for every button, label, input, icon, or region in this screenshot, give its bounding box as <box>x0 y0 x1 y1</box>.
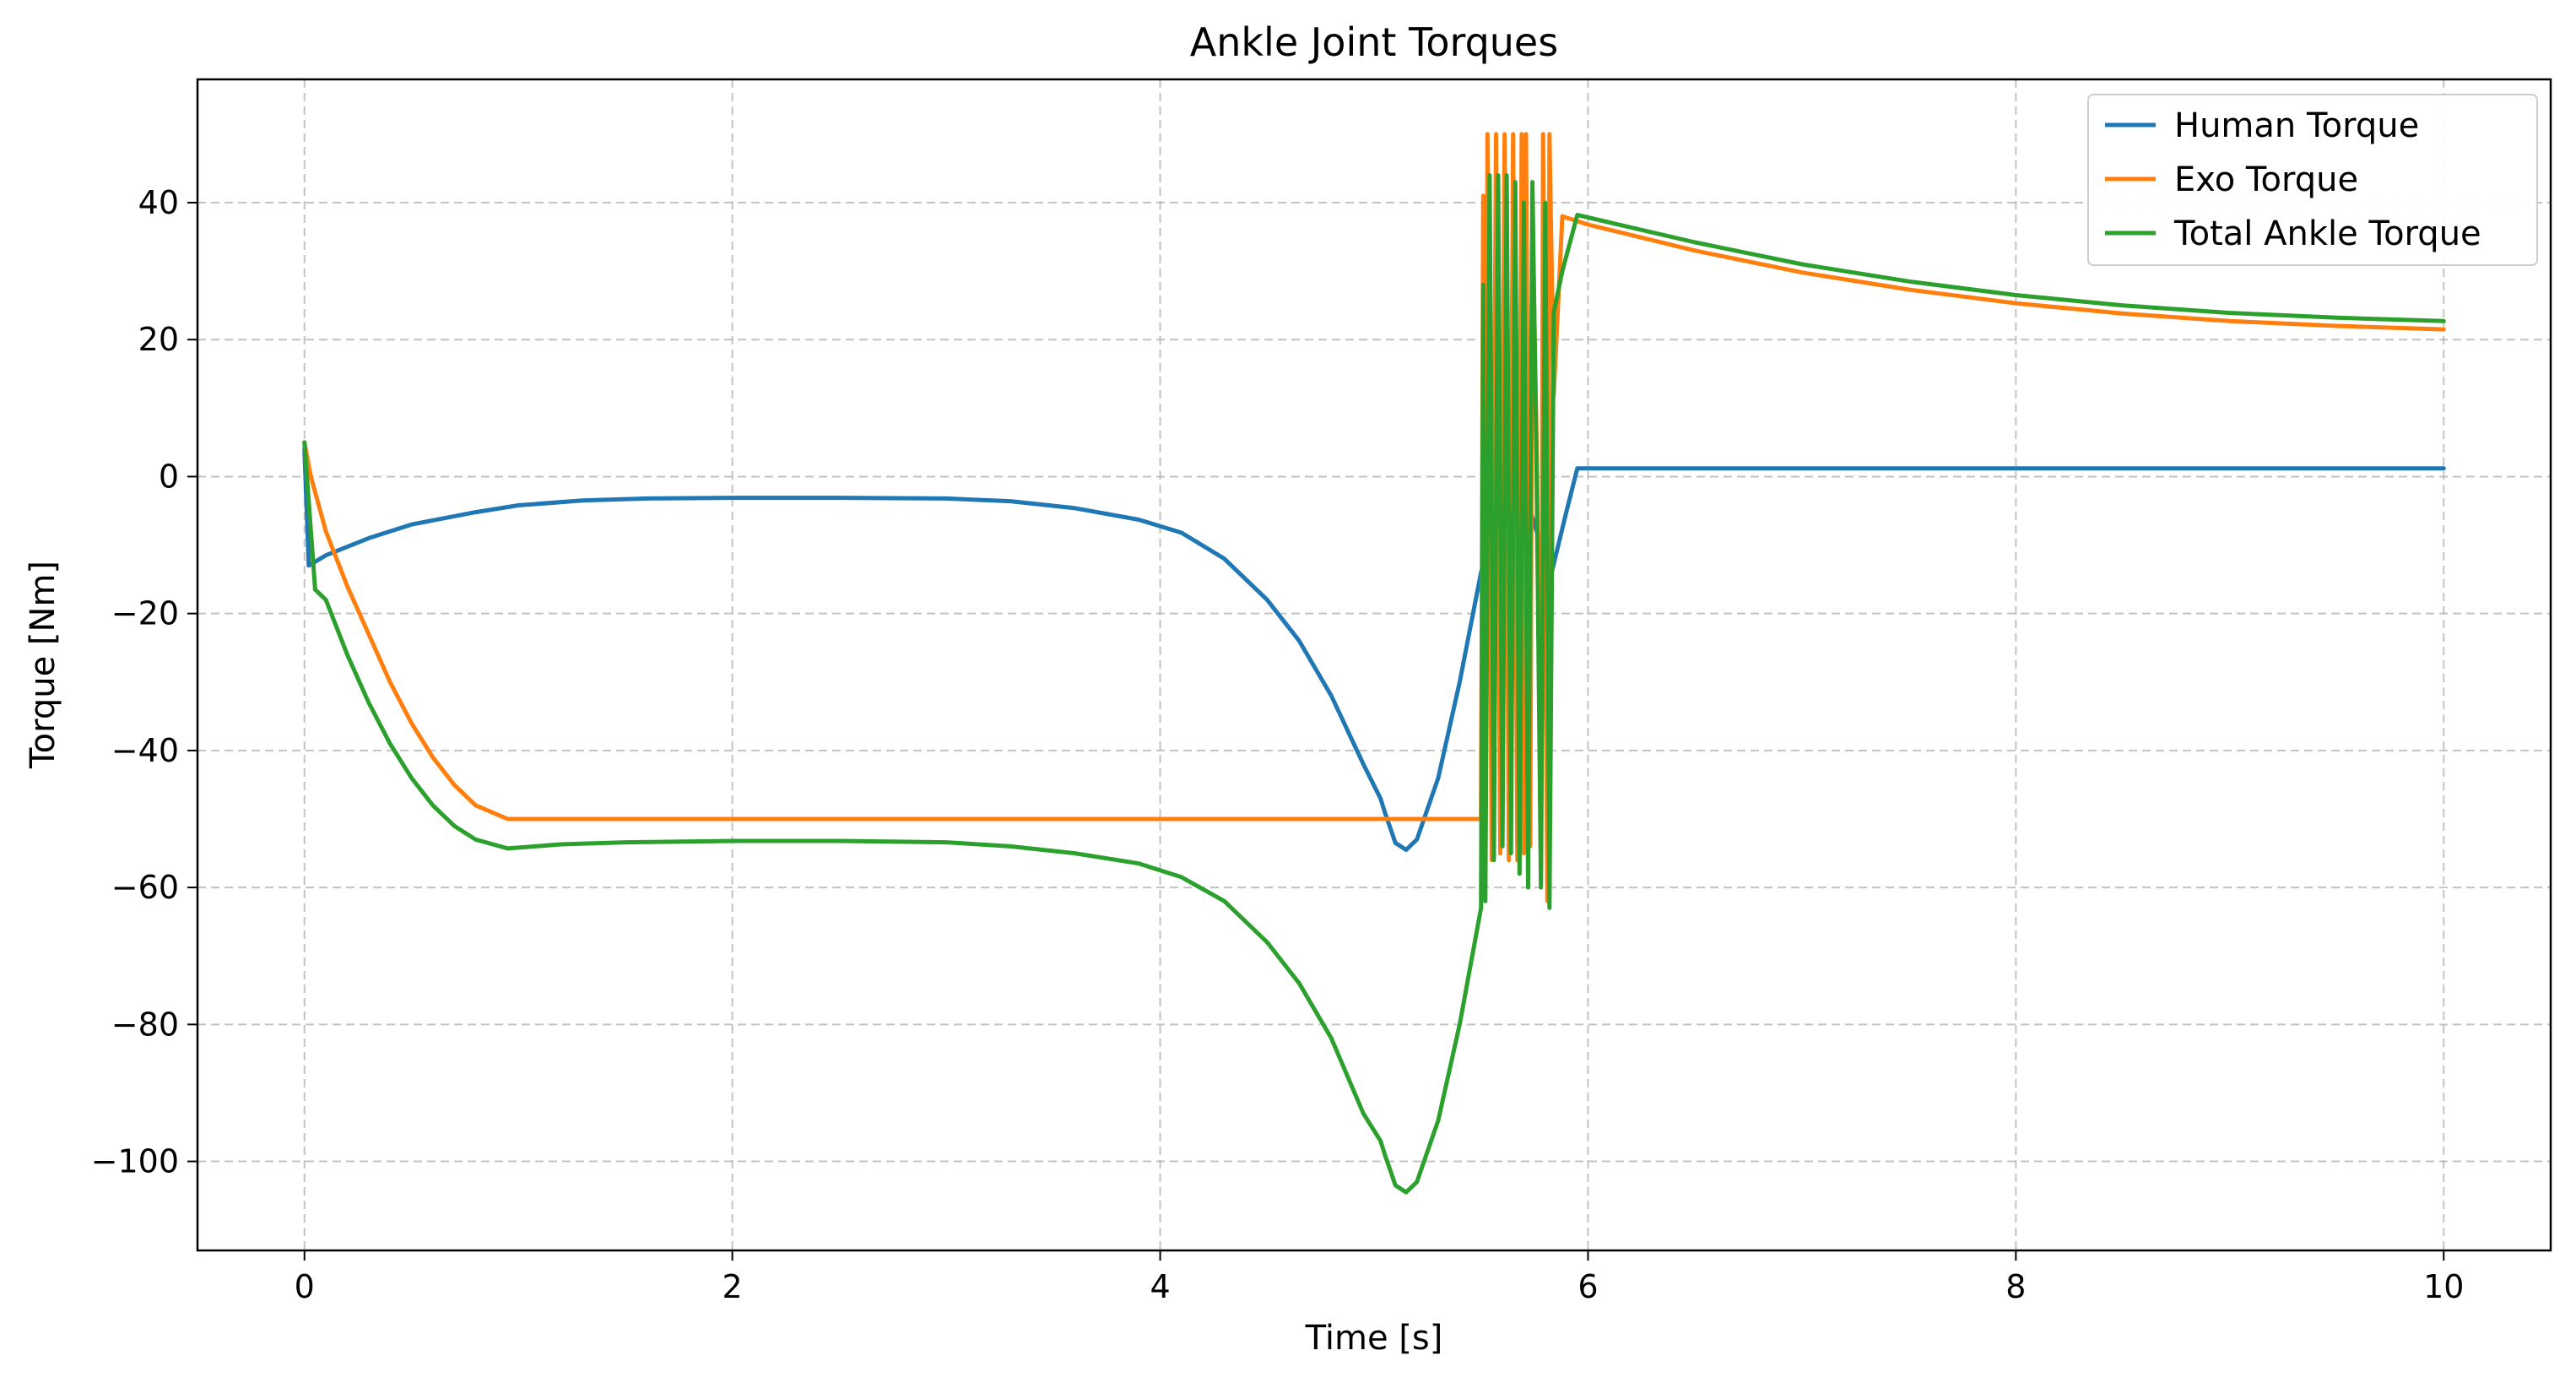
y-tick-label: 20 <box>138 321 179 358</box>
legend: Human Torque Exo Torque Total Ankle Torque <box>2087 94 2538 266</box>
legend-label-3: Total Ankle Torque <box>2173 214 2481 253</box>
y-tick-label: −80 <box>111 1006 179 1043</box>
chart-title: Ankle Joint Torques <box>1190 19 1558 65</box>
legend-label-2: Exo Torque <box>2174 160 2358 199</box>
x-tick-label: 6 <box>1578 1268 1598 1305</box>
y-axis-label: Torque [Nm] <box>24 561 62 769</box>
x-tick-label: 4 <box>1150 1268 1170 1305</box>
y-tick-label: 40 <box>138 184 179 221</box>
y-tick-label: −40 <box>111 732 179 769</box>
series-line-2 <box>302 132 2446 903</box>
x-axis-label: Time [s] <box>1305 1319 1443 1358</box>
grid <box>198 79 2551 1250</box>
y-tick-label: −100 <box>91 1143 179 1180</box>
y-tick-label: −20 <box>111 595 179 632</box>
ticks: 0 2 4 6 8 10 −100 −80 −60 −40 −20 0 20 40 <box>91 184 2465 1305</box>
plot-area <box>302 132 2446 1195</box>
series-line-3 <box>302 173 2446 1195</box>
x-tick-label: 0 <box>295 1268 315 1305</box>
x-tick-label: 2 <box>722 1268 743 1305</box>
legend-label-1: Human Torque <box>2174 106 2419 145</box>
y-tick-label: −60 <box>111 869 179 906</box>
plot-frame <box>196 78 2552 1252</box>
x-tick-label: 10 <box>2423 1268 2464 1305</box>
x-tick-label: 8 <box>2005 1268 2026 1305</box>
legend-box <box>2087 94 2538 266</box>
y-tick-label: 0 <box>159 458 179 495</box>
series-line-1 <box>302 447 2446 852</box>
